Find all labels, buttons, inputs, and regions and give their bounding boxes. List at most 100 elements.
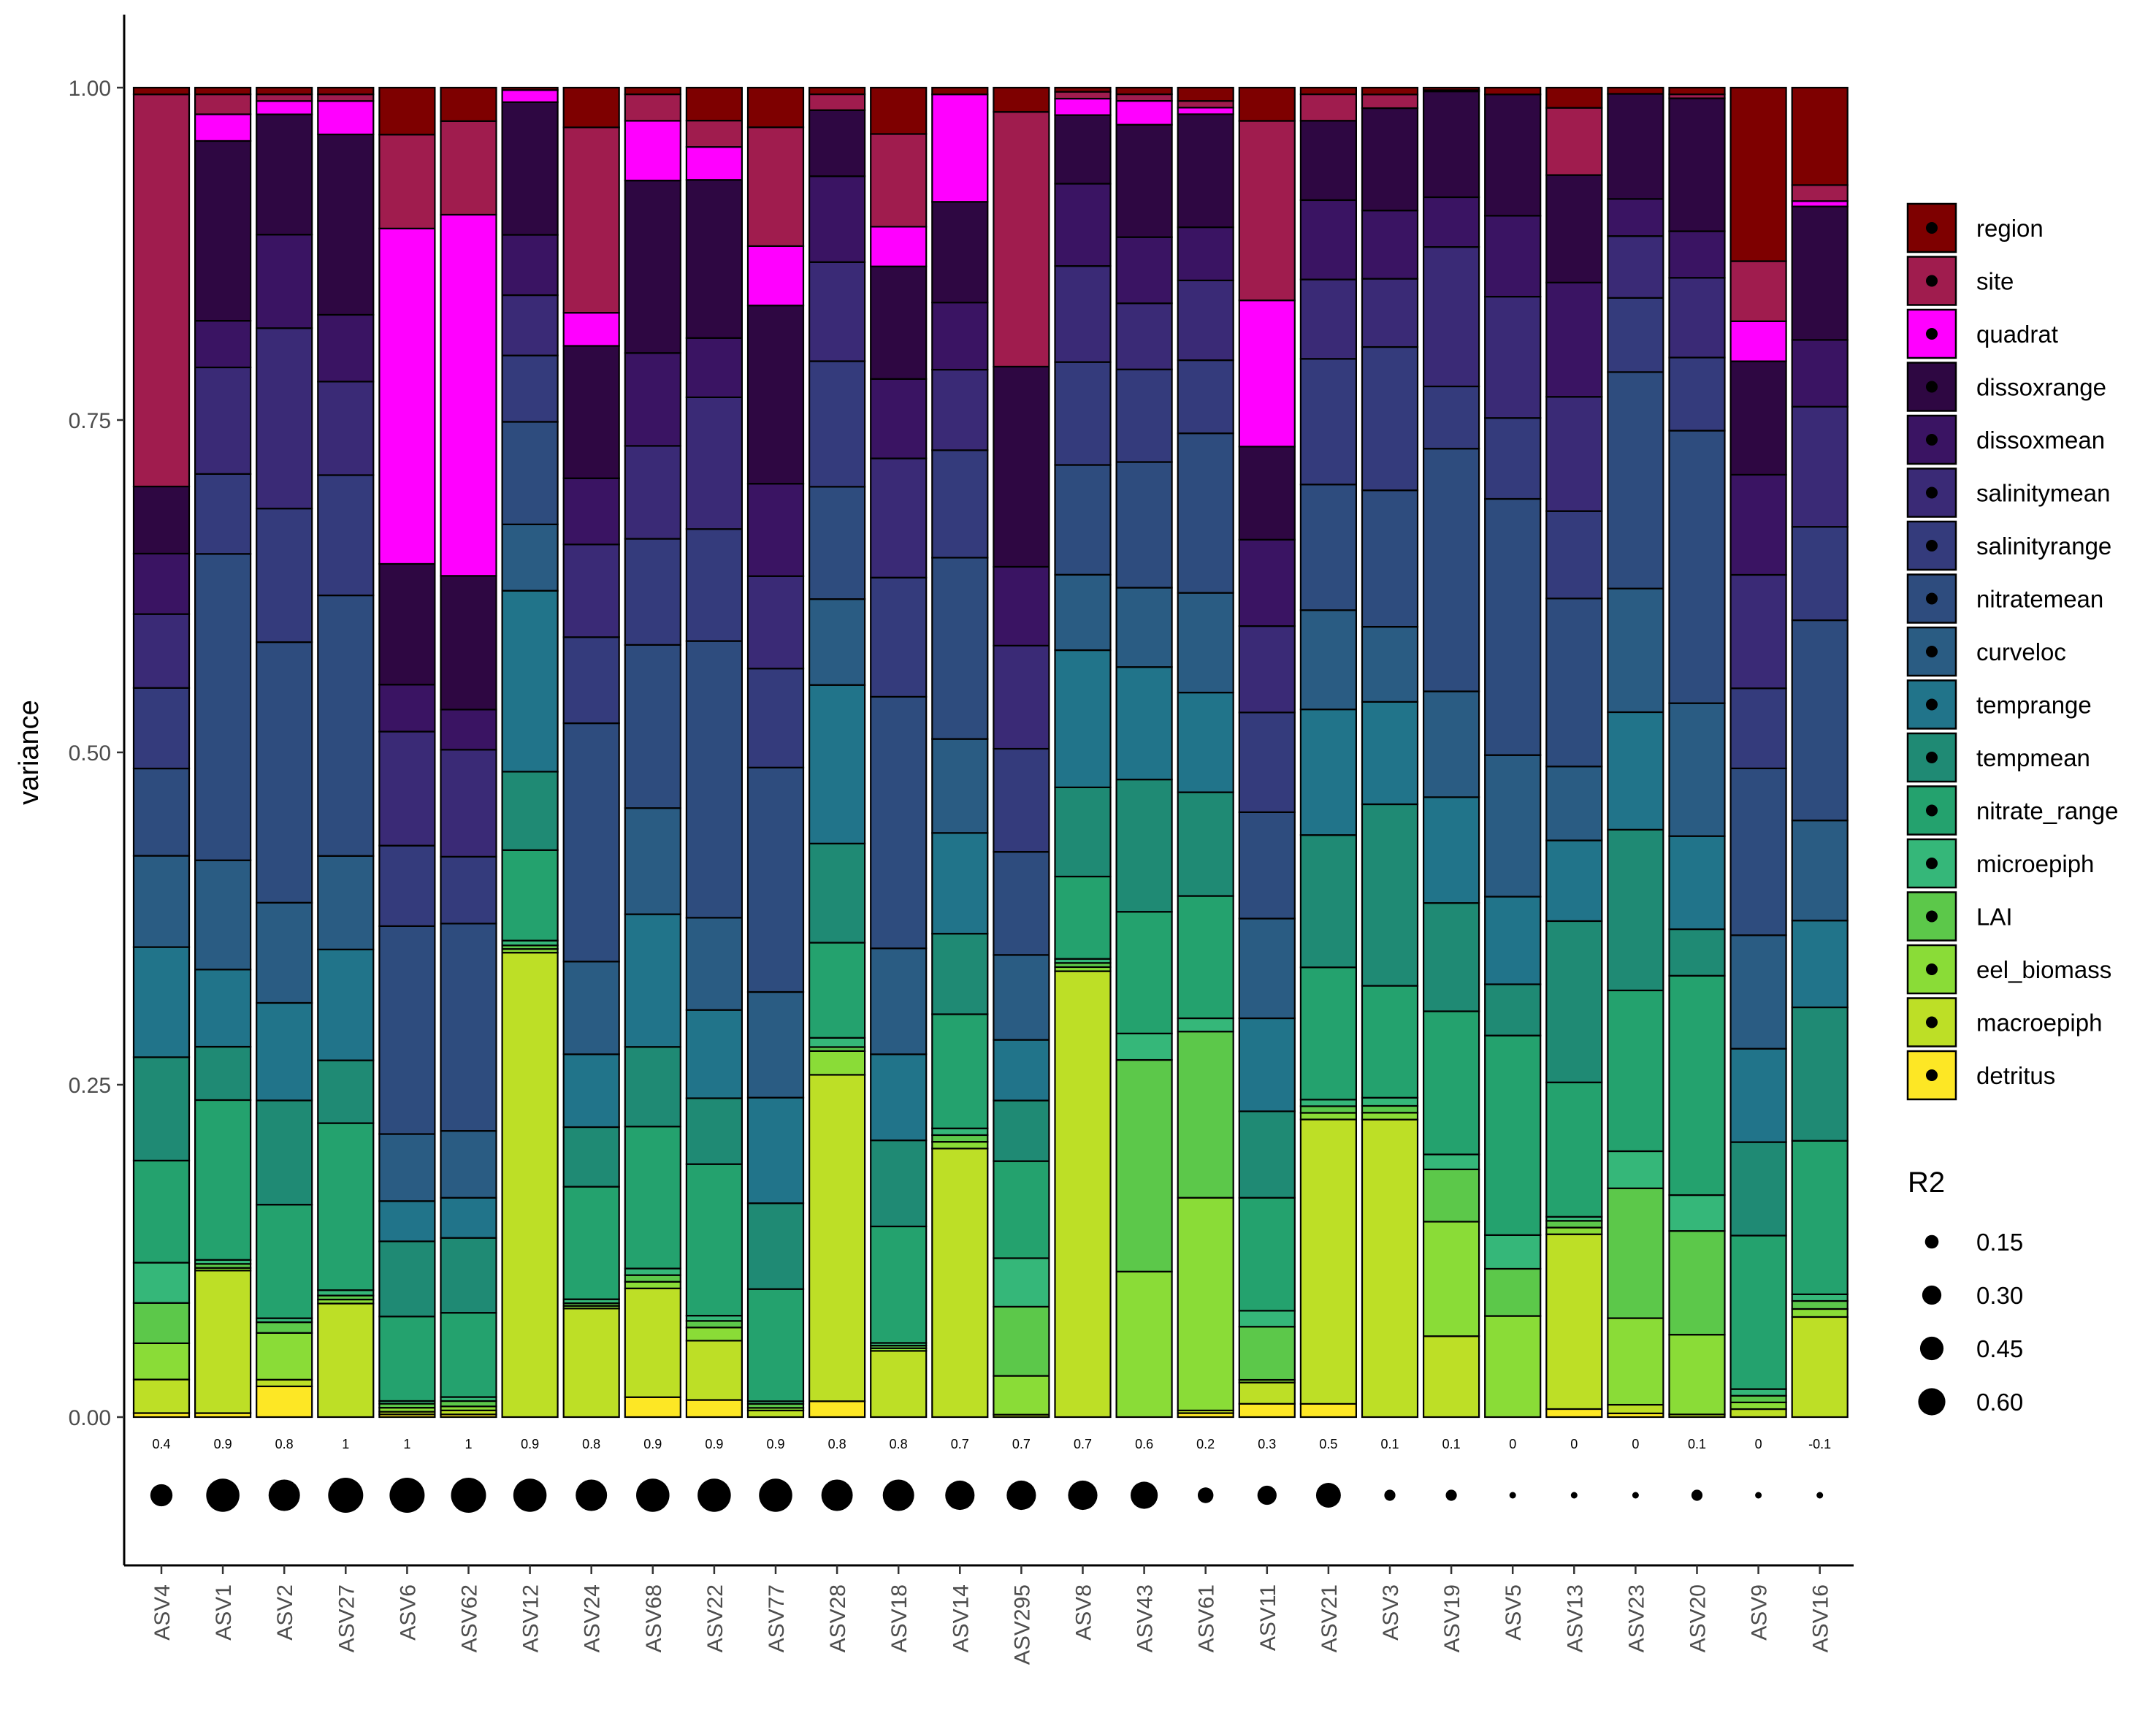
bar-segment-curveloc-ASV295: [993, 954, 1050, 1041]
bar-segment-nitrate_range-ASV16: [1791, 1140, 1849, 1295]
x-tick-label: ASV61: [1195, 1584, 1219, 1652]
bar-segment-dissoxmean-ASV6: [378, 684, 436, 733]
bar-segment-dissoxrange-ASV27: [317, 133, 375, 316]
bar-segment-macroepiph-ASV1: [194, 1270, 252, 1414]
bar-segment-salinitymean-ASV62: [440, 749, 497, 858]
bar-segment-nitrate_range-ASV18: [870, 1225, 928, 1344]
bar-segment-quadrat-ASV1: [194, 113, 252, 142]
bar-segment-nitrate_range-ASV28: [808, 942, 866, 1039]
legend-key-dot: [1926, 752, 1938, 763]
bar-segment-salinityrange-ASV18: [870, 576, 928, 698]
bar-segment-nitrate_range-ASV21: [1299, 966, 1358, 1101]
x-tick-label: ASV6: [396, 1584, 420, 1641]
bar-segment-microepiph-ASV23: [1607, 1150, 1664, 1189]
bar-segment-site-ASV295: [993, 111, 1050, 368]
bar-segment-eel_biomass-ASV28: [808, 1050, 866, 1076]
bar-segment-macroepiph-ASV77: [746, 1409, 805, 1419]
bar-segment-curveloc-ASV16: [1791, 820, 1849, 922]
bar-segment-eel_biomass-ASV14: [931, 1141, 989, 1150]
bar-segment-curveloc-ASV14: [931, 738, 989, 834]
legend-key-dot: [1926, 1069, 1938, 1081]
size-legend-point: [1922, 1285, 1942, 1305]
bar-segment-LAI-ASV20: [1668, 1230, 1726, 1336]
r2-point: [1445, 1489, 1457, 1501]
size-legend-point: [1918, 1388, 1946, 1416]
plot-area: 0.000.250.500.751.00ASV40.4ASV10.9ASV20.…: [69, 15, 1854, 1665]
bar-segment-tempmean-ASV1: [194, 1045, 252, 1102]
bar-segment-dissoxrange-ASV1: [194, 140, 252, 322]
bar-segment-tempmean-ASV18: [870, 1140, 928, 1228]
r2-point: [150, 1484, 173, 1507]
x-tick-label: ASV14: [949, 1584, 973, 1652]
bar-segment-detritus-ASV21: [1299, 1402, 1358, 1419]
r2-point: [1197, 1487, 1214, 1503]
bar-segment-dissoxrange-ASV23: [1607, 93, 1664, 200]
bar-segment-salinitymean-ASV11: [1238, 625, 1296, 714]
bar-segment-curveloc-ASV21: [1299, 609, 1358, 711]
size-legend-point: [1919, 1336, 1944, 1361]
bar-segment-temprange-ASV22: [685, 1009, 743, 1099]
bar-segment-tempmean-ASV16: [1791, 1006, 1849, 1142]
bar-segment-salinitymean-ASV9: [1729, 573, 1787, 690]
bar-segment-curveloc-ASV68: [624, 807, 681, 915]
bar-segment-region-ASV4: [132, 86, 191, 96]
bar-segment-temprange-ASV11: [1238, 1017, 1296, 1112]
legend: region site quadrat dissoxrange dissoxmean sa…: [1906, 202, 2118, 1416]
bar-segment-site-ASV27: [317, 93, 375, 102]
bar-segment-quadrat-ASV9: [1729, 320, 1787, 362]
bar-segment-site-ASV16: [1791, 184, 1849, 202]
x-tick-label: ASV1: [212, 1584, 236, 1641]
bar-segment-site-ASV18: [870, 133, 928, 228]
bar-segment-microepiph-ASV9: [1729, 1388, 1787, 1397]
bar-segment-region-ASV295: [993, 86, 1050, 113]
bar-segment-macroepiph-ASV11: [1238, 1381, 1296, 1405]
bar-segment-site-ASV8: [1054, 91, 1112, 100]
bar-segment-curveloc-ASV28: [808, 598, 866, 686]
r2-point: [513, 1478, 547, 1512]
bar-segment-region-ASV12: [501, 86, 559, 91]
bar-segment-temprange-ASV21: [1299, 709, 1358, 836]
size-legend-title: R2: [1908, 1167, 1945, 1199]
bar-segment-region-ASV2: [256, 86, 313, 96]
bar-segment-salinitymean-ASV3: [1361, 278, 1419, 348]
legend-label-region: region: [1976, 215, 2044, 242]
legend-key-dot: [1926, 1016, 1938, 1028]
bar-segment-tempmean-ASV13: [1545, 920, 1603, 1083]
bar-segment-site-ASV9: [1729, 260, 1787, 322]
bar-segment-curveloc-ASV19: [1422, 690, 1480, 798]
legend-key-dot: [1926, 540, 1938, 551]
bar-segment-dissoxrange-ASV295: [993, 365, 1050, 568]
bar-segment-nitratemean-ASV13: [1545, 598, 1603, 768]
r2-label: 0.4: [152, 1437, 170, 1451]
bar-segment-nitratemean-ASV295: [993, 851, 1050, 956]
bar-segment-site-ASV77: [746, 126, 805, 247]
bar-segment-site-ASV3: [1361, 93, 1419, 110]
x-tick-label: ASV20: [1686, 1584, 1710, 1652]
bar-segment-dissoxrange-ASV2: [256, 113, 313, 236]
bar-segment-nitratemean-ASV68: [624, 644, 681, 809]
bar-segment-region-ASV62: [440, 86, 497, 122]
r2-label: 0.8: [275, 1437, 294, 1451]
bar-segment-salinitymean-ASV295: [993, 644, 1050, 750]
r2-label: 0.9: [766, 1437, 784, 1451]
r2-label: 0.5: [1319, 1437, 1337, 1451]
bar-segment-tempmean-ASV14: [931, 933, 989, 1015]
bar-segment-temprange-ASV12: [501, 589, 559, 773]
legend-key-dot: [1926, 434, 1938, 446]
r2-point: [759, 1478, 792, 1512]
bar-segment-region-ASV3: [1361, 86, 1419, 96]
bar-segment-eel_biomass-ASV9: [1729, 1401, 1787, 1411]
bar-segment-curveloc-ASV8: [1054, 573, 1112, 652]
r2-point: [1257, 1485, 1277, 1505]
bar-segment-dissoxrange-ASV24: [562, 345, 620, 479]
bar-segment-salinityrange-ASV8: [1054, 361, 1112, 466]
bar-segment-temprange-ASV23: [1607, 711, 1664, 831]
bar-segment-dissoxmean-ASV4: [132, 552, 191, 615]
bar-segment-salinitymean-ASV2: [256, 327, 313, 510]
bar-segment-nitrate_range-ASV3: [1361, 985, 1419, 1099]
bar-segment-LAI-ASV14: [931, 1134, 989, 1143]
bar-segment-nitratemean-ASV20: [1668, 430, 1726, 704]
bar-segment-dissoxrange-ASV22: [685, 179, 743, 339]
bar-segment-salinitymean-ASV77: [746, 575, 805, 670]
